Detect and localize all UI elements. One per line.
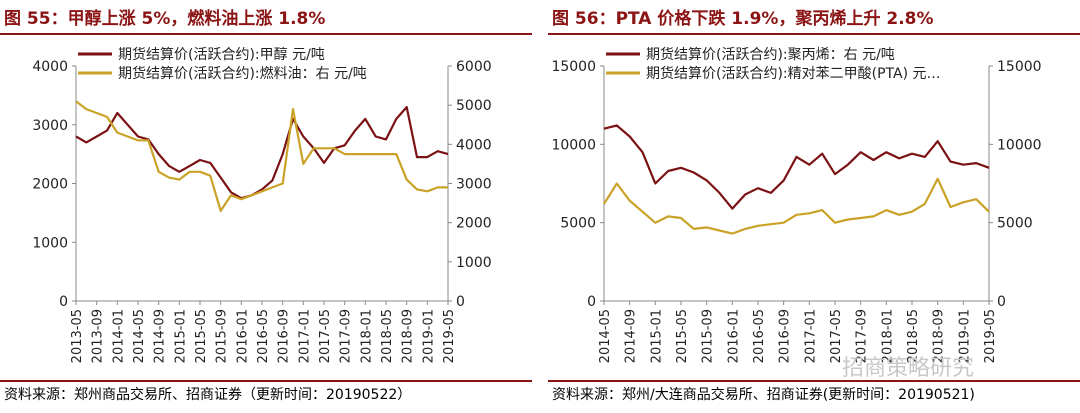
x-tick-label: 2016-05 [256,309,271,363]
x-tick-label: 2015-05 [194,309,209,363]
legend-label: 期货结算价(活跃合约):燃料油：右 元/吨 [118,65,367,82]
x-tick-label: 2017-09 [339,309,354,363]
x-tick-label: 2014-09 [153,309,168,363]
x-tick-label: 2013-09 [91,309,106,363]
legend-label: 期货结算价(活跃合约):精对苯二甲酸(PTA) 元… [646,65,941,82]
x-tick-label: 2019-05 [983,309,998,363]
x-tick-label: 2019-01 [957,309,972,363]
title-rule [548,33,1080,35]
chart-left: 0 1000 2000 3000 4000 0 1000 2000 3000 4000 5000 60… [32,46,492,363]
x-tick-label: 2014-01 [111,309,126,363]
watermark: 招商策略研究 [842,356,975,381]
x-tick-label: 2018-01 [359,309,374,363]
x-tick-label: 2017-01 [297,309,312,363]
y-tick-label-right: 10000 [997,137,1042,153]
y-tick-label-right: 6000 [456,59,492,75]
chart-title: 图 55：甲醇上涨 5%，燃料油上涨 1.8% [4,9,326,29]
x-tick-label: 2013-05 [70,309,85,363]
x-tick-label: 2015-05 [675,309,690,363]
x-tick-label: 2018-09 [401,309,416,363]
source-note: 资料来源：郑州/大连商品交易所、招商证券(更新时间：20190521) [552,387,975,403]
y-tick-label-left: 4000 [32,59,68,75]
x-tick-label: 2017-09 [855,309,870,363]
y-tick-label-right: 4000 [456,137,492,153]
x-tick-label: 2018-05 [906,309,921,363]
x-tick-label: 2014-09 [624,309,639,363]
chart-panel-right: 图 56：PTA 价格下跌 1.9%，聚丙烯上升 2.8% 0 5000 10000… [548,0,1080,413]
series-line [603,177,990,235]
series-line [75,100,448,212]
y-tick-label-left: 15000 [551,59,596,75]
x-tick-label: 2016-01 [235,309,250,363]
y-tick-label-left: 1000 [32,235,68,251]
y-tick-label-right: 5000 [997,216,1033,232]
y-tick-label-right: 1000 [456,255,492,271]
x-tick-label: 2017-01 [803,309,818,363]
x-tick-label: 2014-05 [598,309,613,363]
y-tick-label-left: 10000 [551,137,596,153]
x-tick-label: 2016-01 [726,309,741,363]
footer-rule [0,380,532,382]
title-rule [0,33,532,35]
footer-rule [548,380,1080,382]
x-tick-label: 2016-05 [752,309,767,363]
x-tick-label: 2018-09 [932,309,947,363]
x-tick-label: 2015-09 [215,309,230,363]
x-tick-label: 2014-05 [132,309,147,363]
x-tick-label: 2015-01 [173,309,188,363]
y-tick-label-left: 2000 [32,177,68,193]
y-tick-label-left: 0 [587,294,596,310]
y-tick-label-right: 5000 [456,98,492,114]
x-tick-label: 2017-05 [829,309,844,363]
legend-label: 期货结算价(活跃合约):甲醇 元/吨 [118,46,325,63]
x-tick-label: 2015-09 [701,309,716,363]
series-line [75,105,449,200]
x-tick-label: 2015-01 [649,309,664,363]
legend-label: 期货结算价(活跃合约):聚丙烯：右 元/吨 [646,46,895,63]
y-tick-label-right: 2000 [456,216,492,232]
y-tick-label-right: 0 [997,294,1006,310]
y-tick-label-right: 0 [456,294,465,310]
y-tick-label-left: 5000 [560,216,596,232]
y-tick-label-right: 15000 [997,59,1042,75]
chart-right: 0 5000 10000 15000 0 5000 10000 15000 2014-05 201… [551,46,1042,363]
x-tick-label: 2019-01 [421,309,436,363]
x-tick-label: 2016-09 [277,309,292,363]
x-tick-label: 2018-05 [380,309,395,363]
y-tick-label-left: 3000 [32,118,68,134]
x-tick-label: 2019-05 [442,309,457,363]
y-tick-label-right: 3000 [456,177,492,193]
chart-panel-left: 图 55：甲醇上涨 5%，燃料油上涨 1.8% 0 1000 2000 3000 400… [0,0,532,413]
y-tick-label-left: 0 [59,294,68,310]
x-tick-label: 2018-01 [880,309,895,363]
x-tick-label: 2016-09 [778,309,793,363]
series-line [603,124,990,210]
source-note: 资料来源：郑州商品交易所、招商证券（更新时间：20190522） [4,387,412,403]
chart-title: 图 56：PTA 价格下跌 1.9%，聚丙烯上升 2.8% [552,9,934,29]
x-tick-label: 2017-05 [318,309,333,363]
